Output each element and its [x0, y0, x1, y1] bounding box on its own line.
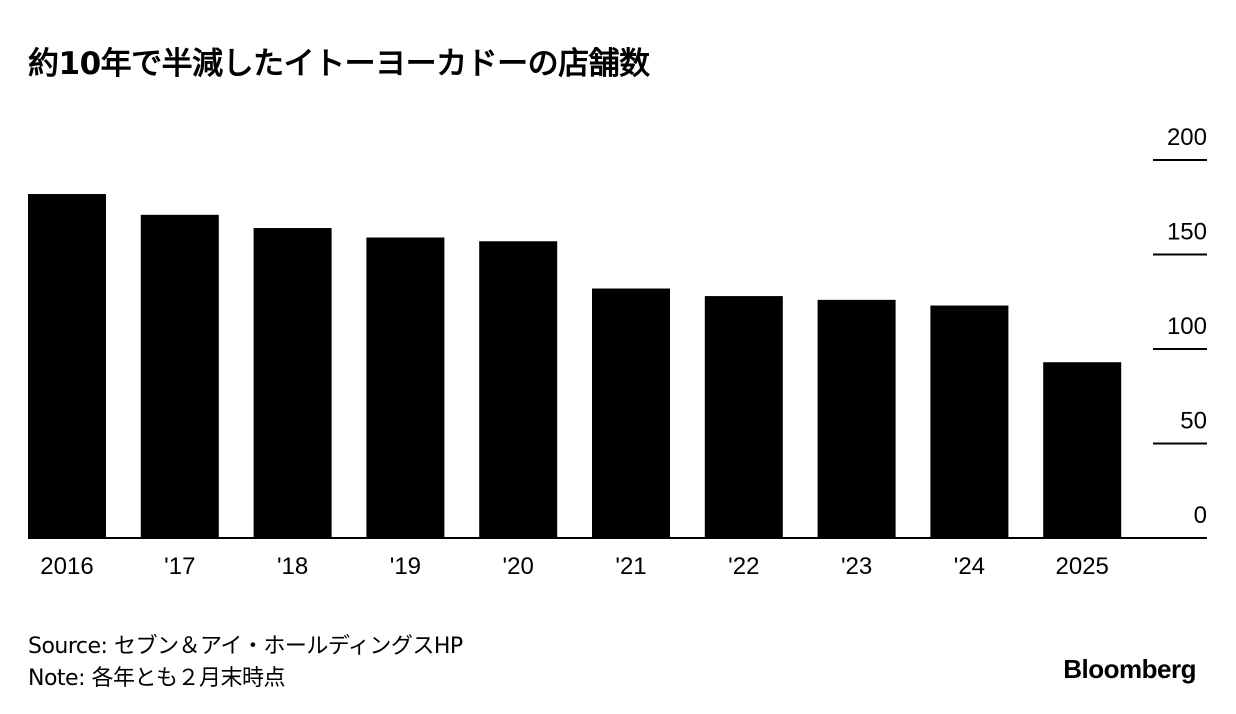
y-tick-label: 0 — [1194, 502, 1207, 529]
x-tick-label: '23 — [841, 553, 872, 580]
x-tick-label: '22 — [728, 553, 759, 580]
bar-17 — [140, 214, 219, 538]
bar-19 — [366, 237, 445, 539]
bar-23 — [817, 299, 896, 538]
x-tick-label: '24 — [954, 553, 985, 580]
y-tick-label: 200 — [1167, 124, 1207, 151]
bar-24 — [930, 305, 1009, 538]
footnote: Note: 各年とも２月末時点 — [28, 666, 285, 691]
y-tick-label: 150 — [1167, 219, 1207, 246]
y-tick-label: 100 — [1167, 313, 1207, 340]
bar-chart: 0 50 100 150 200 2016 '17 '18 '19 '20 '21 '22 '23 '24… — [28, 124, 1207, 580]
x-tick-label: '18 — [277, 553, 308, 580]
source-note: Source: セブン＆アイ・ホールディングスHP — [28, 634, 463, 659]
bloomberg-logo: Bloomberg — [1063, 654, 1196, 684]
chart-title: 約10年で半減したイトーヨーカドーの店舗数 — [28, 46, 650, 82]
x-tick-label: '20 — [503, 553, 534, 580]
bar-2025 — [1043, 362, 1122, 538]
bar-22 — [704, 296, 783, 538]
bar-21 — [592, 288, 670, 538]
bar-2016 — [28, 194, 106, 538]
x-tick-label: 2025 — [1056, 553, 1109, 580]
bar-18 — [253, 228, 332, 539]
y-tick-label: 50 — [1180, 408, 1207, 435]
x-tick-label: '19 — [390, 553, 421, 580]
x-tick-label: '17 — [164, 553, 195, 580]
x-tick-label: 2016 — [40, 553, 93, 580]
x-tick-label: '21 — [615, 553, 646, 580]
bar-20 — [479, 241, 558, 538]
